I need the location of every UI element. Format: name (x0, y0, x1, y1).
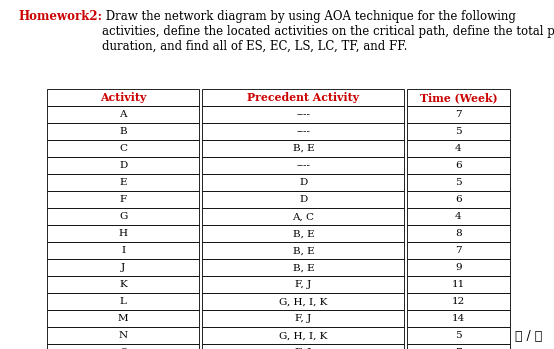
Bar (47, 259, 199, 276)
Bar (407, 327, 510, 344)
Bar (407, 242, 510, 259)
Bar (202, 89, 404, 106)
Bar (202, 208, 404, 225)
Bar (202, 344, 404, 349)
Bar (202, 276, 404, 294)
Bar (47, 242, 199, 259)
Bar (202, 106, 404, 123)
Bar (407, 294, 510, 310)
Text: J: J (121, 263, 125, 272)
Text: B, E: B, E (293, 246, 314, 255)
Text: 4: 4 (455, 144, 461, 153)
Text: F: F (120, 195, 127, 204)
Text: G: G (119, 212, 127, 221)
Text: E: E (120, 178, 127, 187)
Bar (407, 89, 510, 106)
Bar (407, 123, 510, 140)
Text: Precedent Activity: Precedent Activity (247, 92, 360, 103)
Bar (202, 174, 404, 191)
Text: F, J: F, J (295, 280, 311, 289)
Bar (202, 191, 404, 208)
Bar (202, 157, 404, 174)
Text: 9: 9 (455, 263, 461, 272)
Bar (47, 344, 199, 349)
Bar (47, 123, 199, 140)
Text: M: M (118, 314, 129, 324)
Bar (202, 310, 404, 327)
Text: 12: 12 (452, 297, 465, 306)
Bar (407, 276, 510, 294)
Bar (202, 327, 404, 344)
Bar (202, 242, 404, 259)
Text: B, E: B, E (293, 263, 314, 272)
Bar (202, 140, 404, 157)
Text: ۲ / ۲: ۲ / ۲ (515, 330, 542, 343)
Bar (202, 123, 404, 140)
Bar (47, 225, 199, 242)
Text: 14: 14 (452, 314, 465, 324)
Bar (407, 225, 510, 242)
Text: K: K (120, 280, 127, 289)
Text: ----: ---- (296, 161, 310, 170)
Text: I: I (121, 246, 125, 255)
Bar (407, 140, 510, 157)
Text: 6: 6 (455, 195, 461, 204)
Bar (407, 259, 510, 276)
Text: 8: 8 (455, 229, 461, 238)
Text: ----: ---- (296, 110, 310, 119)
Text: L: L (120, 297, 127, 306)
Text: 5: 5 (455, 332, 461, 340)
Text: H: H (119, 229, 128, 238)
Text: D: D (299, 195, 307, 204)
Text: A: A (120, 110, 127, 119)
Bar (407, 106, 510, 123)
Text: D: D (299, 178, 307, 187)
Text: ----: ---- (296, 127, 310, 136)
Text: A, C: A, C (293, 212, 314, 221)
Bar (47, 140, 199, 157)
Text: 5: 5 (455, 178, 461, 187)
Text: B, E: B, E (293, 144, 314, 153)
Bar (47, 327, 199, 344)
Bar (47, 276, 199, 294)
Bar (407, 157, 510, 174)
Text: D: D (119, 161, 127, 170)
Bar (407, 310, 510, 327)
Text: 7: 7 (455, 110, 461, 119)
Bar (407, 191, 510, 208)
Text: B, E: B, E (293, 229, 314, 238)
Text: 6: 6 (455, 161, 461, 170)
Text: Draw the network diagram by using AOA technique for the following
activities, de: Draw the network diagram by using AOA te… (102, 10, 554, 53)
Bar (47, 174, 199, 191)
Text: G, H, I, K: G, H, I, K (279, 332, 327, 340)
Text: 11: 11 (452, 280, 465, 289)
Text: G, H, I, K: G, H, I, K (279, 297, 327, 306)
Bar (407, 174, 510, 191)
Text: 4: 4 (455, 212, 461, 221)
Bar (47, 157, 199, 174)
Bar (407, 208, 510, 225)
Bar (202, 225, 404, 242)
Bar (47, 294, 199, 310)
Bar (202, 259, 404, 276)
Bar (407, 344, 510, 349)
Text: Homework2:: Homework2: (18, 10, 102, 23)
Text: Activity: Activity (100, 92, 146, 103)
Bar (47, 106, 199, 123)
Text: 5: 5 (455, 127, 461, 136)
Bar (47, 310, 199, 327)
Text: F, J: F, J (295, 314, 311, 324)
Bar (202, 294, 404, 310)
Text: B: B (120, 127, 127, 136)
Text: 7: 7 (455, 246, 461, 255)
Text: Time (Week): Time (Week) (419, 92, 497, 103)
Bar (47, 208, 199, 225)
Text: C: C (119, 144, 127, 153)
Bar (47, 89, 199, 106)
Bar (47, 191, 199, 208)
Text: N: N (119, 332, 128, 340)
